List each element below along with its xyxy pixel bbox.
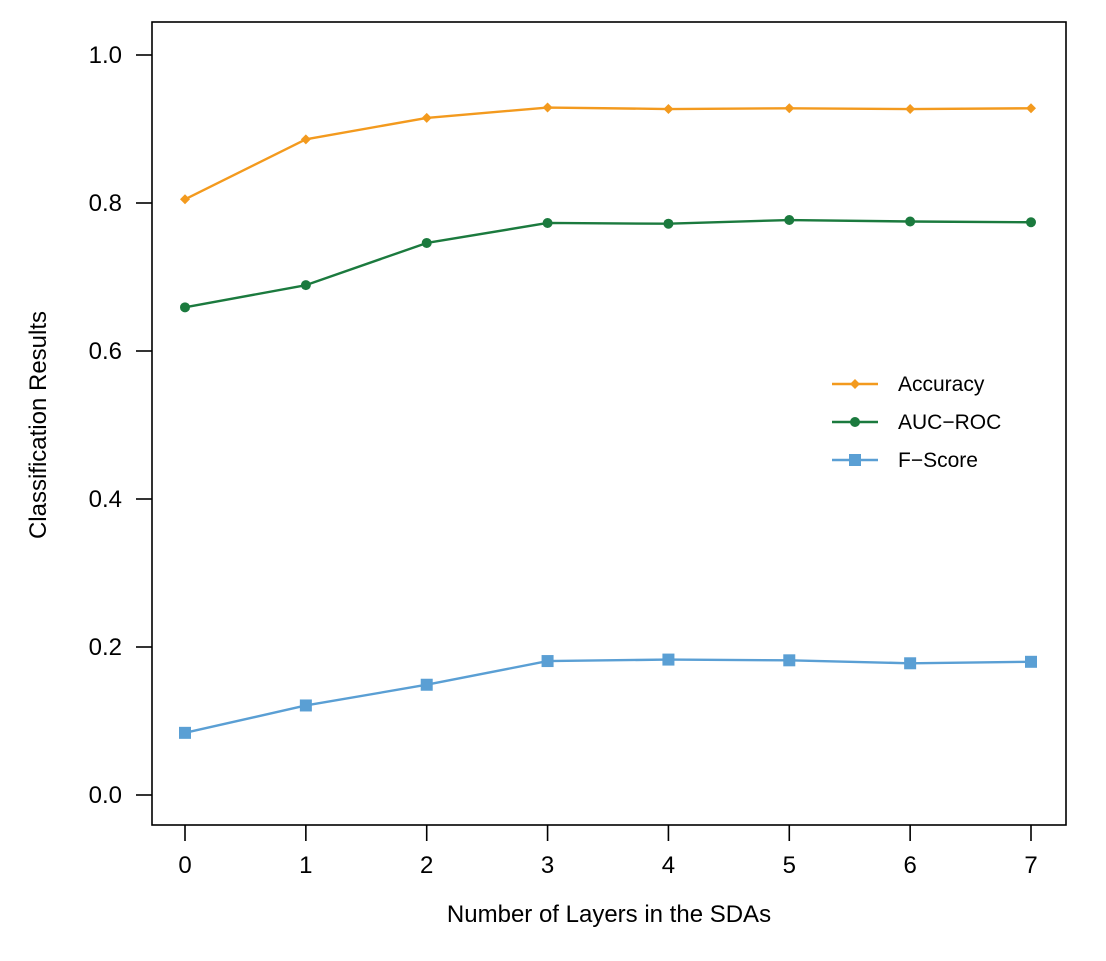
y-tick-label: 0.0 (89, 782, 122, 809)
data-point (663, 104, 674, 115)
y-tick-label: 0.8 (89, 190, 122, 217)
x-tick-label: 4 (662, 852, 675, 879)
x-tick-label: 7 (1024, 852, 1037, 879)
x-axis-title: Number of Layers in the SDAs (447, 901, 771, 928)
data-point (784, 103, 795, 114)
data-point (905, 104, 916, 115)
y-axis: 0.0 0.2 0.4 0.6 0.8 1.0 (89, 42, 152, 809)
data-point (180, 302, 190, 313)
series-circle (180, 215, 1036, 313)
data-point (541, 655, 554, 668)
data-point (299, 699, 312, 712)
data-point (904, 657, 917, 670)
y-tick-label: 0.6 (89, 338, 122, 365)
series-diamond (180, 102, 1036, 205)
data-point (1026, 103, 1036, 114)
data-point (1026, 217, 1036, 228)
x-tick-label: 0 (178, 852, 191, 879)
x-tick-label: 2 (420, 852, 433, 879)
data-point (1025, 655, 1037, 668)
y-tick-label: 0.4 (89, 486, 122, 513)
data-point (421, 237, 432, 248)
legend-marker (850, 417, 860, 427)
legend-marker (850, 379, 860, 389)
series-layer (179, 102, 1037, 739)
data-point (180, 194, 190, 205)
data-point (662, 653, 675, 666)
data-point (784, 215, 795, 226)
x-tick-label: 3 (541, 852, 554, 879)
y-axis-title: Classification Results (25, 311, 52, 539)
data-point (542, 102, 553, 113)
x-tick-label: 1 (299, 852, 312, 879)
data-point (420, 678, 433, 691)
legend-label: F−Score (898, 449, 978, 472)
y-tick-label: 1.0 (89, 42, 122, 69)
data-point (300, 134, 311, 145)
x-tick-label: 6 (903, 852, 916, 879)
data-point (421, 112, 432, 123)
y-tick-label: 0.2 (89, 634, 122, 661)
series-line (184, 106, 1032, 201)
series-line (184, 218, 1032, 309)
data-point (179, 726, 191, 739)
plot-frame (151, 21, 1067, 826)
data-point (542, 217, 553, 228)
data-point (783, 654, 796, 667)
data-point (663, 218, 674, 229)
x-axis: 0 1 2 3 4 5 6 7 (178, 825, 1038, 879)
series-square (179, 653, 1037, 739)
data-point (300, 280, 311, 291)
legend-label: AUC−ROC (898, 411, 1001, 434)
legend-marker (849, 454, 861, 466)
legend: Accuracy AUC−ROC F−Score (832, 373, 1001, 472)
legend-label: Accuracy (898, 373, 985, 396)
x-tick-label: 5 (783, 852, 796, 879)
data-point (905, 216, 916, 227)
series-line (184, 658, 1032, 735)
